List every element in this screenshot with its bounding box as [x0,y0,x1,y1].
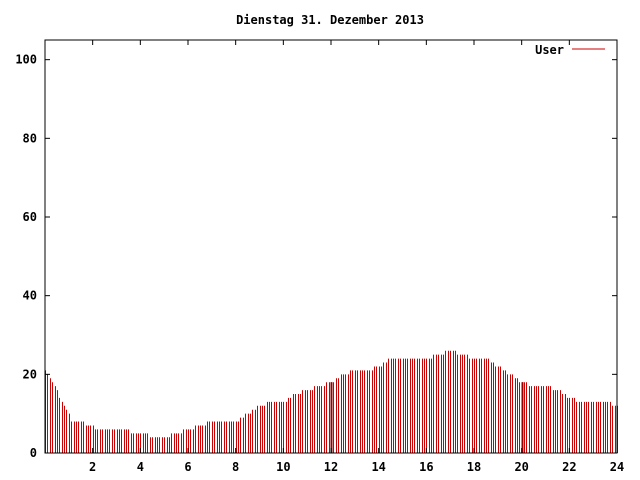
x-tick-label: 18 [467,460,481,474]
y-tick-label: 80 [23,131,37,145]
x-tick-label: 6 [184,460,191,474]
x-tick-label: 20 [514,460,528,474]
x-tick-label: 24 [610,460,624,474]
x-tick-label: 16 [419,460,433,474]
x-tick-label: 14 [371,460,385,474]
x-tick-label: 22 [562,460,576,474]
x-tick-label: 10 [276,460,290,474]
bar-series [45,350,618,453]
y-tick-label: 60 [23,210,37,224]
x-tick-label: 2 [89,460,96,474]
x-tick-label: 8 [232,460,239,474]
x-tick-label: 4 [137,460,144,474]
spike-lines [330,382,524,453]
chart-title: Dienstag 31. Dezember 2013 [236,13,424,27]
y-axis: 0 20 40 60 80 100 [15,53,617,460]
y-tick-label: 20 [23,367,37,381]
legend: User [535,43,605,57]
y-tick-label: 100 [15,53,37,67]
x-axis: 2 4 6 8 10 12 14 16 18 20 22 24 [89,40,624,474]
y-tick-label: 0 [30,446,37,460]
legend-label: User [535,43,564,57]
y-tick-label: 40 [23,289,37,303]
x-tick-label: 12 [324,460,338,474]
